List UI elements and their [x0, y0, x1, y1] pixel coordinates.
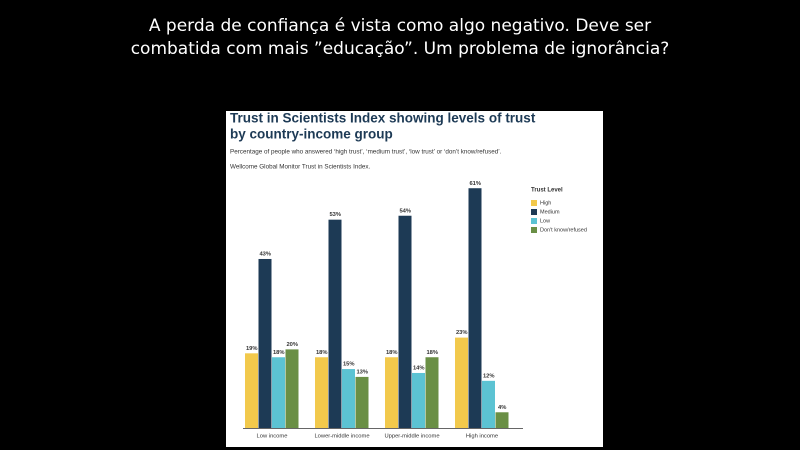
- legend-swatch: [531, 209, 537, 215]
- legend-swatch: [531, 200, 537, 206]
- bar: [468, 188, 482, 428]
- value-label: 12%: [483, 373, 495, 379]
- value-label: 61%: [469, 181, 481, 187]
- legend-label: High: [540, 200, 551, 206]
- value-label: 18%: [426, 350, 438, 356]
- value-label: 18%: [316, 350, 328, 356]
- legend-title: Trust Level: [531, 188, 563, 194]
- bar: [245, 353, 258, 428]
- chart-title: by country-income group: [230, 127, 393, 142]
- legend-swatch: [531, 227, 537, 233]
- bar: [398, 215, 412, 428]
- bar: [425, 357, 439, 428]
- chart-title: Trust in Scientists Index showing levels…: [230, 111, 536, 126]
- slide-title: combatida com mais ”educação”. Um proble…: [130, 39, 670, 59]
- bar: [355, 376, 369, 428]
- value-label: 18%: [273, 350, 285, 356]
- bar: [285, 349, 299, 428]
- bar: [315, 357, 328, 428]
- bar: [482, 380, 495, 428]
- slide-title: A perda de confiança é vista como algo n…: [148, 16, 652, 36]
- value-label: 13%: [356, 369, 368, 375]
- bar: [258, 258, 272, 428]
- x-tick-label: Low income: [257, 434, 288, 440]
- value-label: 54%: [399, 208, 411, 214]
- value-label: 18%: [386, 350, 398, 356]
- bar: [495, 412, 509, 428]
- x-tick-label: High income: [466, 434, 498, 440]
- value-label: 20%: [286, 342, 298, 348]
- value-label: 43%: [259, 252, 271, 258]
- bar: [412, 372, 425, 428]
- x-tick-label: Upper-middle income: [384, 434, 439, 440]
- legend-swatch: [531, 218, 537, 224]
- value-label: 19%: [246, 346, 258, 352]
- bar: [272, 357, 285, 428]
- legend-label: Don't know/refused: [540, 227, 587, 233]
- bar: [385, 357, 398, 428]
- value-label: 4%: [498, 405, 506, 411]
- value-label: 53%: [329, 212, 341, 218]
- legend-label: Low: [540, 218, 550, 224]
- value-label: 23%: [456, 330, 468, 336]
- x-tick-label: Lower-middle income: [314, 434, 369, 440]
- chart-source: Wellcome Global Monitor Trust in Scienti…: [230, 164, 370, 171]
- legend-label: Medium: [540, 209, 560, 215]
- chart-subtitle: Percentage of people who answered ‘high …: [230, 149, 502, 156]
- value-label: 14%: [413, 366, 425, 372]
- value-label: 15%: [343, 362, 355, 368]
- bar: [328, 219, 342, 428]
- bar: [455, 337, 468, 428]
- bar: [342, 369, 355, 428]
